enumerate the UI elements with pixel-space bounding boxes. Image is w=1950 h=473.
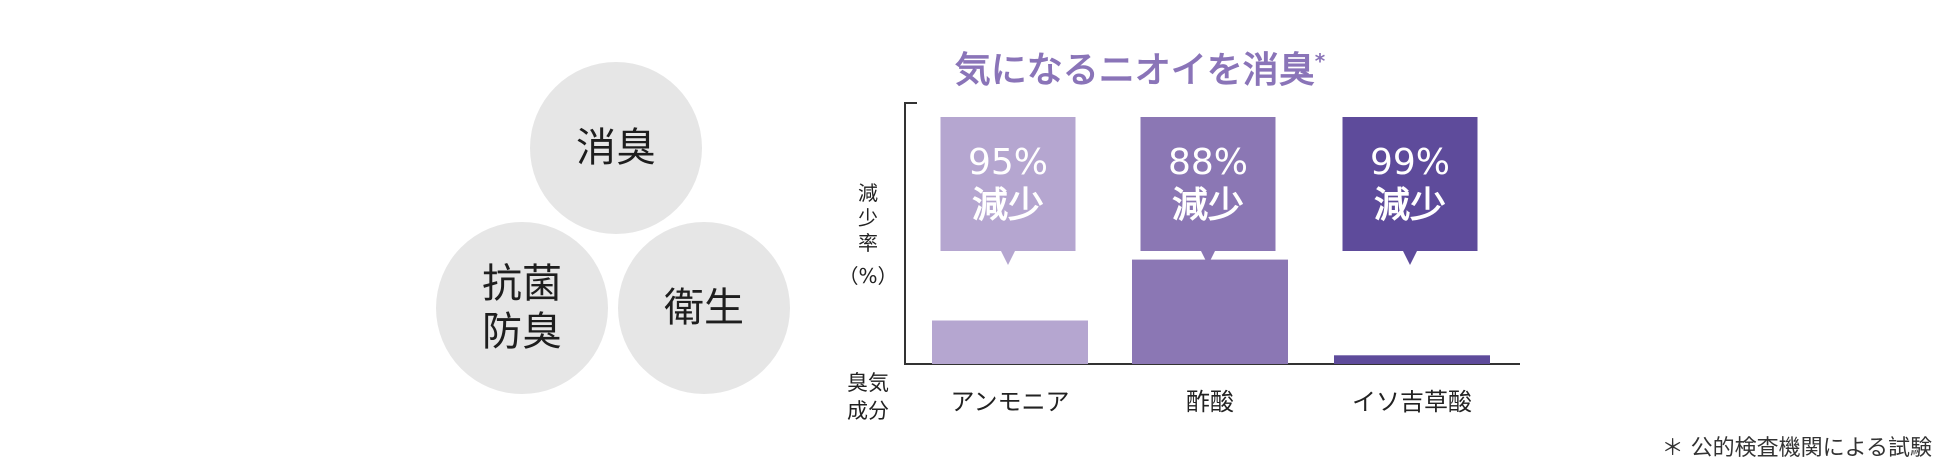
- category-label-0: アンモニア: [950, 388, 1069, 416]
- callout-box-2: [1342, 117, 1478, 251]
- callout-suffix-1: 減少: [1172, 185, 1244, 226]
- circle-hygiene: 衛生: [618, 222, 790, 394]
- callout-suffix-0: 減少: [972, 185, 1044, 226]
- circle-deodorize: 消臭: [530, 62, 702, 234]
- circle-hygiene-label: 衛生: [664, 285, 744, 331]
- callout-pointer-2: [1403, 251, 1417, 265]
- chart-title: 気になるニオイを消臭*: [955, 49, 1326, 91]
- footnote: ＊ 公的検査機関による試験: [1661, 436, 1932, 461]
- callout-pointer-1: [1201, 251, 1215, 265]
- y-axis-label-line: 少: [858, 206, 878, 230]
- circle-deodorize-label: 消臭: [576, 125, 656, 171]
- circle-antibacterial-label: 抗菌 防臭: [482, 261, 562, 355]
- y-axis-label-line: 率: [858, 231, 878, 255]
- callout-pointer-0: [1001, 251, 1015, 265]
- callout-value-2: 99%: [1370, 142, 1450, 183]
- callout-value-0: 95%: [968, 142, 1048, 183]
- callout-suffix-2: 減少: [1374, 185, 1446, 226]
- x-axis-label-line: 成分: [847, 399, 889, 423]
- bar-0: [932, 320, 1088, 364]
- callout-box-1: [1140, 117, 1276, 251]
- circle-antibacterial: 抗菌 防臭: [436, 222, 608, 394]
- y-axis-label-line: 減: [858, 181, 878, 205]
- callout-box-0: [940, 117, 1076, 251]
- category-label-2: イソ吉草酸: [1352, 388, 1472, 416]
- bar-2: [1334, 355, 1490, 364]
- x-axis-label-line: 臭気: [847, 371, 889, 395]
- callout-value-1: 88%: [1168, 142, 1248, 183]
- y-axis-label-line: （%）: [838, 264, 897, 288]
- bar-1: [1132, 259, 1288, 364]
- chart-title-mark: *: [1315, 49, 1326, 73]
- category-label-1: 酢酸: [1186, 388, 1234, 416]
